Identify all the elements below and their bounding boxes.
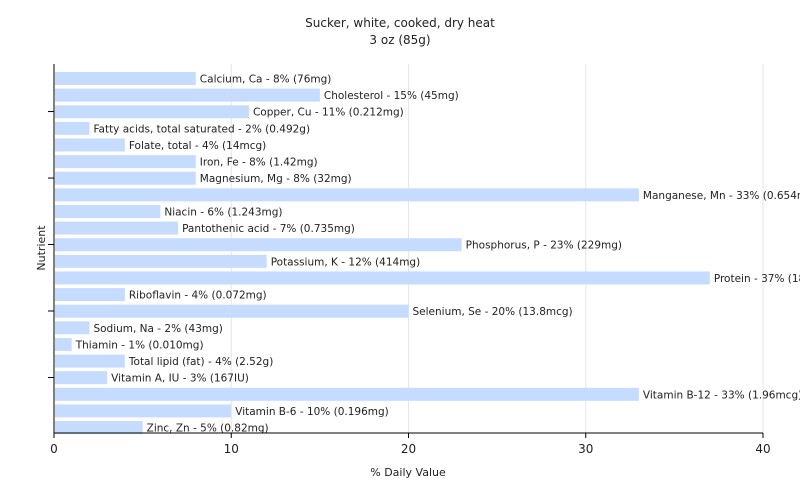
- bars-group: Calcium, Ca - 8% (76mg) Cholesterol - 15%…: [55, 72, 800, 435]
- bar-label-7: Manganese, Mn - 33% (0.654mg): [643, 190, 800, 202]
- bar-0: [55, 72, 196, 85]
- bar-13: [55, 288, 125, 302]
- bar-label-19: Vitamin B-12 - 33% (1.96mcg): [643, 389, 800, 401]
- bar-label-20: Vitamin B-6 - 10% (0.196mg): [235, 406, 389, 418]
- x-tick-label-30: 30: [578, 442, 593, 456]
- bar-label-1: Cholesterol - 15% (45mg): [324, 90, 459, 102]
- bar-3: [55, 121, 90, 135]
- bar-label-17: Total lipid (fat) - 4% (2.52g): [128, 356, 273, 368]
- bar-1: [55, 88, 320, 102]
- bar-label-11: Potassium, K - 12% (414mg): [271, 256, 421, 268]
- bar-10: [55, 238, 462, 252]
- bar-12: [55, 271, 710, 285]
- bar-19: [55, 387, 639, 401]
- bar-16: [55, 337, 72, 351]
- bar-21: [55, 421, 143, 435]
- bar-label-16: Thiamin - 1% (0.010mg): [75, 339, 204, 351]
- bar-2: [55, 105, 249, 119]
- bar-18: [55, 371, 108, 385]
- bar-7: [55, 188, 639, 202]
- chart-title: Sucker, white, cooked, dry heat: [305, 16, 495, 30]
- bar-label-18: Vitamin A, IU - 3% (167IU): [111, 373, 249, 385]
- bar-label-10: Phosphorus, P - 23% (229mg): [466, 240, 622, 252]
- bar-label-3: Fatty acids, total saturated - 2% (0.492…: [93, 123, 310, 135]
- bar-9: [55, 221, 179, 235]
- bar-label-4: Folate, total - 4% (14mcg): [129, 140, 266, 152]
- bar-label-6: Magnesium, Mg - 8% (32mg): [200, 173, 352, 185]
- bar-label-9: Pantothenic acid - 7% (0.735mg): [182, 223, 355, 235]
- bar-20: [55, 404, 232, 418]
- bar-6: [55, 171, 196, 185]
- x-tick-label-0: 0: [50, 442, 58, 456]
- chart-subtitle: 3 oz (85g): [369, 33, 430, 47]
- bar-label-2: Copper, Cu - 11% (0.212mg): [253, 107, 404, 119]
- bar-label-14: Selenium, Se - 20% (13.8mcg): [413, 306, 573, 318]
- bar-label-13: Riboflavin - 4% (0.072mg): [129, 290, 267, 302]
- bar-14: [55, 304, 409, 318]
- bar-17: [55, 354, 125, 368]
- x-tick-label-10: 10: [224, 442, 239, 456]
- bar-label-21: Zinc, Zn - 5% (0.82mg): [147, 423, 269, 435]
- bar-15: [55, 321, 90, 335]
- x-tick-label-20: 20: [401, 442, 416, 456]
- bar-label-5: Iron, Fe - 8% (1.42mg): [200, 157, 318, 169]
- bar-label-12: Protein - 37% (18.27g): [714, 273, 800, 285]
- bar-label-8: Niacin - 6% (1.243mg): [164, 206, 282, 218]
- bar-11: [55, 254, 267, 268]
- x-tick-label-40: 40: [755, 442, 770, 456]
- axes-group: 0 10 20 30 40: [48, 64, 771, 456]
- x-axis-label: % Daily Value: [370, 466, 446, 479]
- bar-label-0: Calcium, Ca - 8% (76mg): [200, 74, 332, 86]
- y-axis-label: Nutrient: [35, 225, 48, 271]
- bar-8: [55, 204, 161, 218]
- bar-5: [55, 155, 196, 169]
- bar-label-15: Sodium, Na - 2% (43mg): [93, 323, 222, 335]
- bar-4: [55, 138, 125, 152]
